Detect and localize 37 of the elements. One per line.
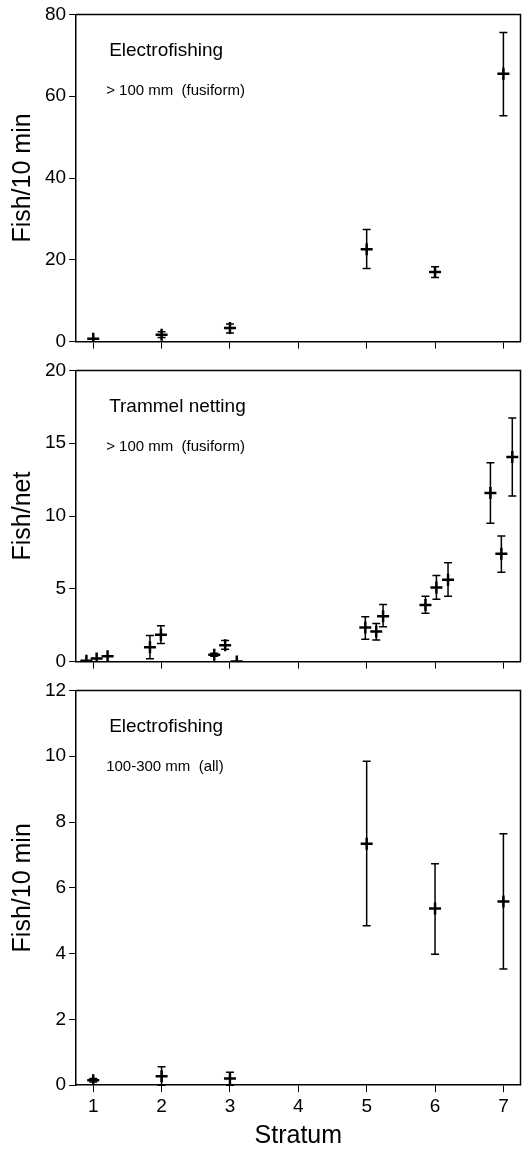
y-tick-label: 40 (44, 166, 67, 188)
y-tick-label: 2 (55, 1007, 67, 1029)
y-tick-label: 5 (55, 577, 67, 599)
text: > 100 mm (fusiform) (106, 80, 245, 98)
y-axis-title: Fish/10 min (6, 823, 35, 953)
x-tick-label: 3 (224, 1094, 236, 1116)
x-tick-label: 7 (498, 1094, 509, 1116)
y-axis-title: Fish/net (6, 471, 35, 561)
text: Trammel netting (109, 394, 246, 416)
y-tick-label: 8 (55, 810, 67, 832)
x-tick-label: 5 (361, 1094, 372, 1116)
x-tick-label: 2 (156, 1094, 167, 1116)
y-tick-label: 6 (55, 876, 67, 898)
y-tick-label: 0 (55, 329, 67, 351)
y-tick-label: 80 (44, 2, 67, 24)
y-tick-label: 0 (55, 1073, 67, 1095)
point (496, 894, 511, 909)
y-tick-label: 60 (44, 84, 67, 106)
text: Electrofishing (109, 714, 224, 736)
x-axis-title: Stratum (254, 1119, 343, 1148)
y-tick-label: 15 (44, 431, 67, 453)
y-tick-label: 10 (44, 504, 67, 526)
x-tick-label: 6 (429, 1094, 441, 1116)
y-axis-title: Fish/10 min (6, 113, 35, 243)
y-tick-label: 0 (55, 649, 67, 671)
text: Electrofishing (109, 38, 224, 60)
x-tick-label: 1 (87, 1094, 99, 1116)
point (85, 1073, 101, 1086)
point (359, 836, 374, 851)
y-tick-label: 20 (44, 248, 67, 270)
y-tick-label: 12 (44, 678, 67, 700)
y-tick-label: 20 (44, 358, 67, 380)
y-tick-label: 4 (55, 941, 67, 963)
text: > 100 mm (fusiform) (106, 436, 245, 454)
y-tick-label: 10 (44, 744, 67, 766)
text: 100-300 mm (all) (106, 756, 224, 774)
x-tick-label: 4 (293, 1094, 305, 1116)
